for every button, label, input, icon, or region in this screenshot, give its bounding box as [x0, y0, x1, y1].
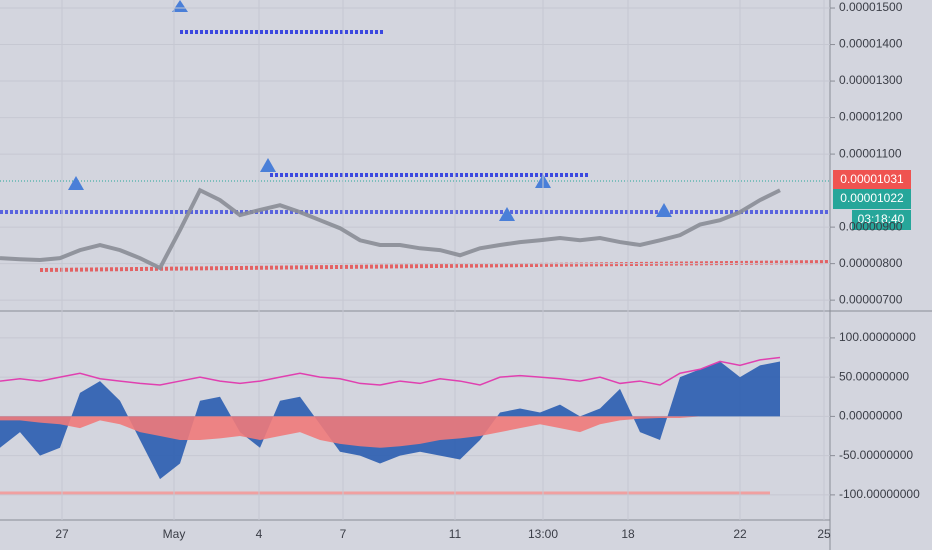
y-tick-label: 0.00001300: [839, 73, 903, 87]
price-line: [0, 187, 781, 271]
x-tick-label: 22: [733, 527, 747, 541]
countdown-box: [852, 210, 911, 230]
y-tick-label: 0.00000900: [839, 219, 903, 233]
x-tick-label: May: [163, 527, 186, 541]
y-tick-label: 0.00001200: [839, 110, 903, 124]
signal-triangle: [260, 158, 276, 172]
x-tick-label: 13:00: [528, 527, 558, 541]
y-tick-label: 50.00000000: [839, 369, 909, 383]
x-tick-label: 4: [256, 527, 263, 541]
y-tick-label: 100.00000000: [839, 330, 916, 344]
y-tick-label: -50.00000000: [839, 448, 913, 462]
x-tick-label: 18: [621, 527, 635, 541]
x-tick-label: 7: [340, 527, 347, 541]
signal-triangle: [499, 207, 515, 221]
y-tick-label: 0.00001100: [839, 146, 902, 160]
y-tick-label: 0.00000800: [839, 256, 903, 270]
y-tick-label: 0.00000000: [839, 409, 903, 423]
signal-triangle: [172, 0, 188, 12]
x-tick-label: 27: [55, 527, 69, 541]
y-tick-label: 0.00000700: [839, 292, 903, 306]
oscillator-area: [0, 416, 780, 448]
y-tick-label: 0.00001400: [839, 37, 903, 51]
last-price-box: [833, 170, 911, 190]
x-tick-label: 11: [449, 527, 462, 541]
price-box: [833, 189, 911, 209]
signal-triangle: [68, 176, 84, 190]
price-label: 0.00001022: [840, 191, 904, 205]
countdown-label: 03:18:40: [858, 212, 905, 226]
signal-triangle: [656, 203, 672, 217]
x-tick-label: 25: [817, 527, 831, 541]
y-tick-label: -100.00000000: [839, 487, 920, 501]
y-tick-label: 0.00001500: [839, 0, 903, 14]
last-price-label: 0.00001031: [840, 172, 904, 186]
oscillator-line: [0, 356, 781, 386]
stop-dots: [39, 260, 831, 272]
